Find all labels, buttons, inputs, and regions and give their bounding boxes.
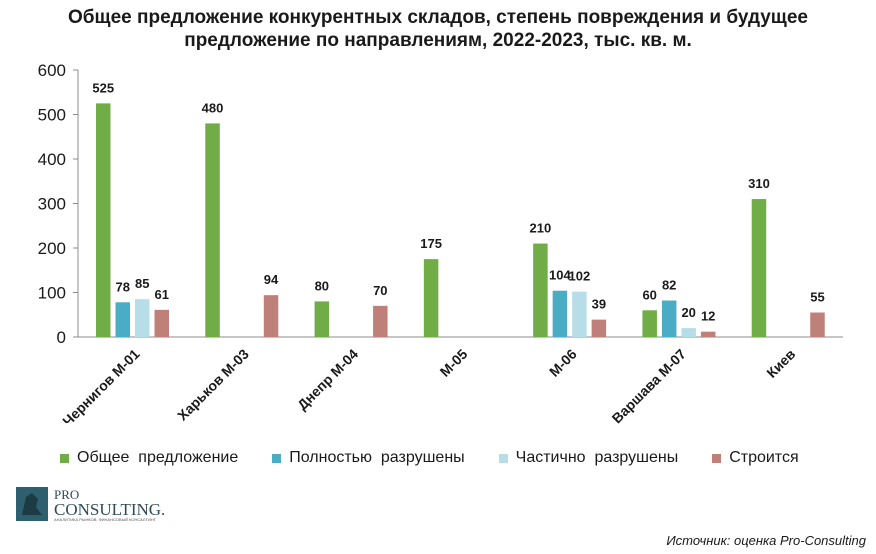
data-label: 78: [116, 279, 130, 294]
data-label: 82: [662, 278, 676, 293]
bar: [423, 259, 439, 337]
chart-title-line-2: предложение по направлениям, 2022-2023, …: [184, 30, 692, 51]
source-note: Источник: оценка Pro-Consulting: [666, 533, 866, 548]
data-label: 94: [264, 272, 279, 287]
bar: [642, 310, 657, 337]
chart-title-line-1: Общее предложение конкурентных складов, …: [68, 7, 808, 28]
bar: [700, 331, 716, 337]
data-label: 175: [420, 236, 442, 251]
bar: [572, 291, 587, 337]
data-label: 102: [569, 269, 591, 284]
y-tick-label: 500: [38, 106, 66, 125]
data-label: 60: [642, 287, 656, 302]
data-label: 85: [135, 276, 149, 291]
bar: [96, 103, 111, 337]
logo-horse-icon: [22, 493, 42, 515]
data-label: 80: [315, 278, 329, 293]
legend-label: Общее предложение: [77, 449, 239, 466]
bar: [135, 299, 150, 337]
bar: [533, 243, 548, 337]
x-category-label: М-06: [546, 346, 580, 380]
legend-item: Строится: [712, 449, 799, 467]
data-label: 20: [681, 305, 695, 320]
logo-line-1: PRO: [54, 487, 79, 502]
legend-item: Общее предложение: [60, 449, 238, 467]
legend-swatch: [60, 453, 69, 463]
y-tick-label: 600: [38, 61, 66, 80]
y-tick-label: 200: [38, 239, 66, 258]
x-category-label: Харьков М-03: [174, 346, 252, 424]
bar: [661, 300, 677, 337]
legend-swatch: [272, 453, 282, 463]
legend: Общее предложение Полностью разрушены Част…: [60, 449, 850, 467]
bar: [552, 290, 568, 337]
y-tick-label: 400: [38, 150, 66, 169]
data-label: 70: [373, 283, 387, 298]
chart-title: Общее предложение конкурентных складов, …: [0, 6, 876, 52]
x-category-label: Чернигов М-01: [59, 346, 142, 429]
y-tick-label: 300: [38, 195, 66, 214]
data-label: 12: [701, 309, 715, 324]
data-label: 210: [530, 221, 552, 236]
bar: [373, 305, 388, 337]
data-label: 61: [155, 287, 169, 302]
legend-swatch: [712, 453, 722, 463]
bar: [591, 319, 607, 337]
x-category-label: Варшава М-07: [609, 346, 690, 427]
bar: [751, 199, 767, 337]
legend-swatch: [498, 453, 508, 463]
legend-label: Частично разрушены: [515, 449, 679, 466]
bar: [154, 309, 169, 337]
legend-item: Полностью разрушены: [272, 449, 465, 467]
data-label: 480: [202, 100, 224, 115]
pro-consulting-logo: PRO CONSULTING. АНАЛИТИКА РЫНКОВ. ФИНАНС…: [16, 487, 165, 522]
logo-line-2: CONSULTING.: [54, 500, 165, 519]
legend-label: Полностью разрушены: [289, 449, 465, 466]
bar: [263, 295, 279, 337]
data-label: 525: [92, 80, 114, 95]
bar: [681, 328, 696, 337]
x-category-label: Днепр М-04: [294, 346, 361, 413]
x-category-label: Киев: [763, 346, 798, 381]
bar: [205, 123, 220, 338]
y-tick-label: 100: [38, 284, 66, 303]
legend-label: Строится: [729, 449, 799, 466]
data-label: 39: [592, 297, 606, 312]
data-label: 310: [748, 176, 770, 191]
bar: [115, 302, 130, 337]
y-tick-label: 0: [57, 328, 66, 347]
legend-item: Частично разрушены: [498, 449, 679, 467]
bar: [810, 312, 825, 337]
data-label: 104: [549, 268, 571, 283]
x-category-label: М-05: [437, 346, 471, 380]
bar: [314, 301, 330, 337]
data-label: 55: [810, 290, 824, 305]
logo-tagline: АНАЛИТИКА РЫНКОВ. ФИНАНСОВЫЙ КОНСАЛТИНГ: [54, 517, 157, 522]
bar-chart: 0 100 200 300 400 500 600 525 78 85 61 Чернигов М-0…: [38, 61, 843, 429]
